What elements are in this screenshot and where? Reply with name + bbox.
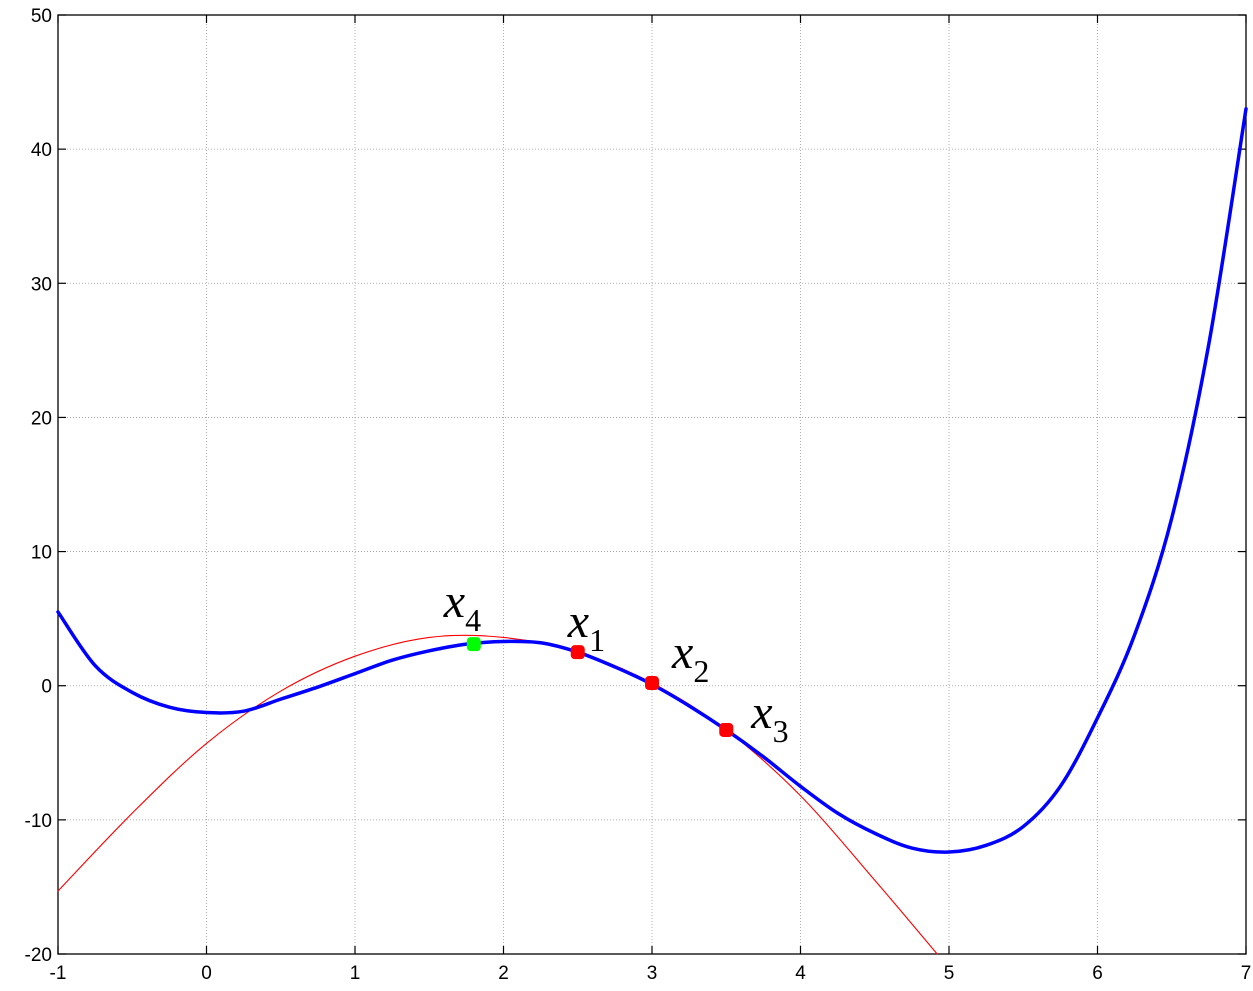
x-tick-label: 2 bbox=[498, 963, 509, 984]
x-tick-label: -1 bbox=[50, 963, 67, 984]
y-tick-label: 40 bbox=[31, 140, 52, 161]
point-label-main: x bbox=[671, 626, 693, 679]
point-marker-x1 bbox=[570, 645, 585, 660]
x-tick-label: 1 bbox=[350, 963, 361, 984]
y-tick-label: -10 bbox=[25, 811, 52, 832]
point-marker-x4 bbox=[466, 637, 481, 652]
plot-frame bbox=[57, 14, 1247, 955]
point-label-x2: x2 bbox=[671, 626, 709, 689]
x-tick-label: 0 bbox=[201, 963, 212, 984]
point-label-subscript: 1 bbox=[589, 622, 605, 658]
point-label-main: x bbox=[567, 595, 589, 648]
point-label-subscript: 2 bbox=[693, 653, 709, 689]
x-tick-label: 5 bbox=[944, 963, 955, 984]
y-tick-label: 30 bbox=[31, 274, 52, 295]
point-label-main: x bbox=[750, 686, 772, 739]
y-tick-label: -20 bbox=[25, 945, 52, 966]
y-tick-labels: -20 -10 0 10 20 30 40 50 bbox=[25, 6, 52, 966]
point-label-x1: x1 bbox=[567, 595, 605, 658]
series-layer bbox=[56, 107, 1248, 955]
grid bbox=[58, 15, 1246, 954]
point-label-main: x bbox=[443, 575, 465, 628]
point-label-subscript: 4 bbox=[465, 602, 481, 638]
y-tick-label: 50 bbox=[31, 6, 52, 27]
x-tick-label: 6 bbox=[1092, 963, 1103, 984]
point-label-subscript: 3 bbox=[773, 713, 789, 749]
y-tick-label: 0 bbox=[41, 677, 52, 698]
y-tick-label: 10 bbox=[31, 543, 52, 564]
x-tick-label: 7 bbox=[1241, 963, 1252, 984]
x-tick-label: 3 bbox=[647, 963, 658, 984]
y-tick-label: 20 bbox=[31, 408, 52, 429]
red-curve-series bbox=[57, 634, 938, 955]
x-tick-label: 4 bbox=[795, 963, 806, 984]
point-label-x3: x3 bbox=[750, 686, 788, 749]
blue-curve-series bbox=[56, 107, 1248, 854]
point-label-x4: x4 bbox=[443, 575, 481, 638]
point-marker-x2 bbox=[645, 676, 659, 691]
point-marker-x3 bbox=[719, 722, 734, 737]
x-tick-labels: -1 0 1 2 3 4 5 6 7 bbox=[50, 963, 1252, 984]
